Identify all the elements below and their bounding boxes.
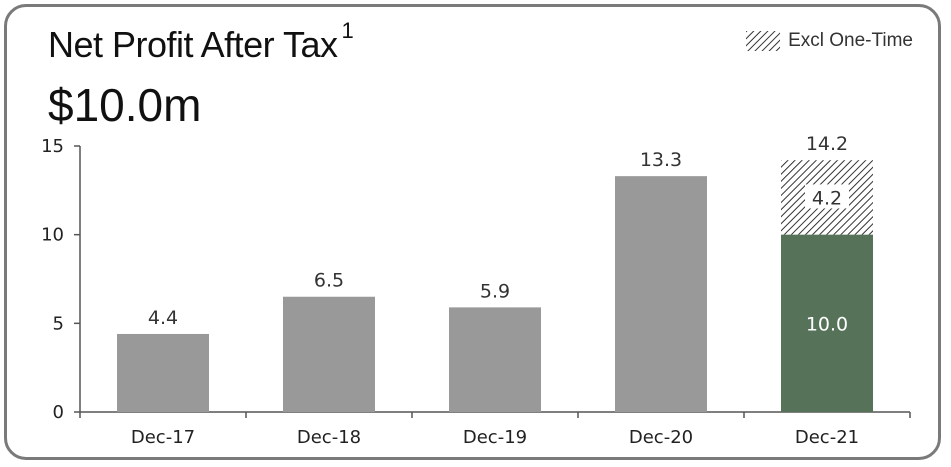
y-tick-label: 5	[53, 313, 64, 334]
legend: Excl One-Time	[746, 30, 913, 52]
x-tick-label: Dec-19	[463, 427, 527, 448]
legend-label: Excl One-Time	[788, 30, 913, 51]
bar-dec-19	[449, 307, 541, 412]
x-tick-label: Dec-18	[297, 427, 361, 448]
one-time-label-bg	[805, 184, 849, 209]
y-tick-label: 10	[41, 225, 64, 246]
chart-title: Net Profit After Tax 1	[48, 18, 354, 66]
headline-value: $10.0m	[48, 79, 202, 131]
data-label: 4.4	[148, 307, 178, 329]
data-label-one-time: 4.2	[812, 187, 842, 209]
bar-dec-17	[117, 333, 209, 412]
bar-dec-20	[615, 176, 707, 412]
y-tick-label: 15	[41, 136, 64, 157]
data-label: 10.0	[806, 313, 848, 335]
footnote-mark: 1	[341, 18, 354, 43]
legend-hatch-swatch	[746, 31, 781, 51]
x-tick-label: Dec-17	[131, 427, 195, 448]
data-label: 5.9	[480, 280, 510, 302]
bar-dec-21	[781, 234, 873, 412]
x-tick-label: Dec-20	[629, 427, 693, 448]
y-tick-label: 0	[53, 402, 64, 423]
data-label: 13.3	[640, 149, 682, 171]
x-tick-label: Dec-21	[795, 427, 859, 448]
chart-title-text: Net Profit After Tax	[48, 24, 338, 65]
data-label-total: 14.2	[806, 133, 848, 155]
bar-dec-18	[283, 296, 375, 412]
data-label: 6.5	[314, 270, 344, 292]
